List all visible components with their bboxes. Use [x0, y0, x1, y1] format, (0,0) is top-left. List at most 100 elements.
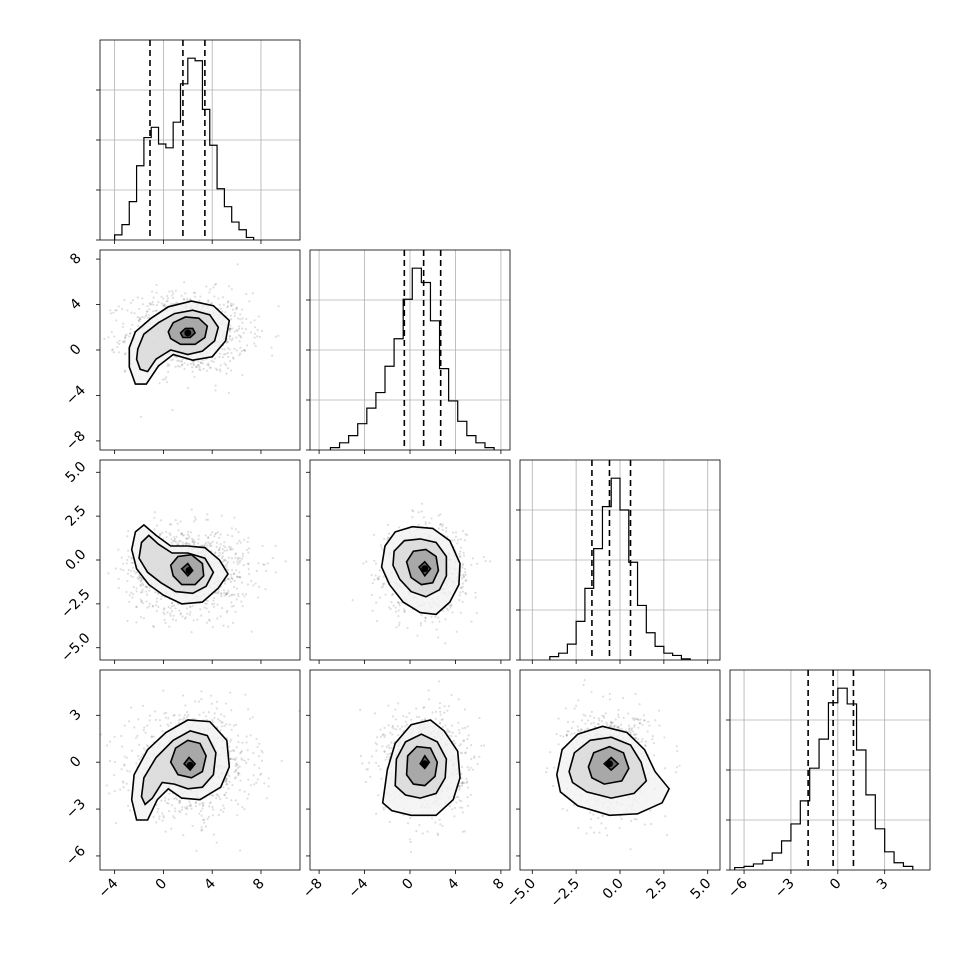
sample-point [188, 535, 191, 538]
panel-frame [99, 669, 301, 871]
sample-point [144, 749, 147, 752]
sample-point [395, 610, 398, 613]
sample-point [462, 562, 465, 566]
sample-point [142, 583, 145, 587]
sample-point [226, 340, 229, 343]
sample-point [154, 710, 157, 713]
sample-point [173, 714, 176, 717]
sample-point [237, 575, 240, 579]
sample-point [168, 532, 171, 535]
sample-point [109, 760, 112, 763]
sample-point [463, 751, 467, 755]
sample-point [105, 744, 109, 747]
sample-point [438, 721, 442, 724]
sample-point [230, 601, 233, 604]
sample-point [182, 834, 185, 837]
sample-point [181, 532, 184, 535]
panel-frame [519, 459, 721, 661]
sample-point [215, 541, 218, 544]
sample-point [168, 792, 171, 795]
sample-point [139, 579, 142, 582]
sample-point [229, 757, 232, 761]
sample-point [192, 541, 195, 544]
sample-point [445, 607, 449, 610]
sample-point [148, 314, 151, 317]
sample-point [403, 608, 406, 611]
y-tick-label: −6 [63, 843, 89, 869]
sample-point [219, 364, 222, 367]
sample-point [158, 382, 161, 385]
sample-point [123, 370, 126, 373]
sample-point [397, 526, 401, 529]
sample-point [207, 300, 210, 303]
sample-point [172, 604, 176, 607]
sample-point [216, 718, 220, 721]
sample-point [216, 603, 219, 606]
sample-point [170, 541, 173, 544]
sample-point [228, 337, 231, 340]
sample-point [184, 713, 187, 717]
sample-point [123, 764, 126, 767]
sample-point [274, 335, 277, 338]
panel-frame [309, 459, 511, 661]
sample-point [384, 758, 387, 761]
sample-point [144, 585, 147, 588]
sample-point [191, 366, 194, 369]
sample-point [379, 735, 382, 738]
sample-point [127, 530, 130, 533]
sample-point [233, 572, 236, 575]
sample-point [186, 805, 189, 808]
sample-point [194, 805, 198, 808]
sample-point [213, 716, 216, 720]
sample-point [253, 336, 256, 339]
sample-point [458, 594, 461, 597]
sample-point [214, 282, 218, 286]
sample-point [475, 611, 478, 615]
sample-point [458, 599, 461, 602]
sample-point [199, 369, 202, 372]
sample-point [240, 757, 243, 760]
sample-point [374, 562, 378, 565]
sample-point [214, 384, 217, 387]
sample-point [182, 534, 185, 537]
sample-point [130, 561, 133, 565]
sample-point [234, 799, 237, 802]
sample-point [172, 614, 175, 617]
sample-point [464, 591, 467, 595]
sample-point [439, 710, 442, 713]
sample-point [186, 612, 189, 615]
sample-point [235, 336, 238, 339]
sample-point [420, 502, 424, 505]
sample-point [187, 537, 190, 540]
sample-point [383, 582, 386, 585]
histogram-panel-0 [96, 39, 301, 244]
sample-point [181, 358, 184, 361]
sample-point [197, 700, 201, 703]
sample-point [391, 592, 394, 596]
sample-point [184, 616, 187, 619]
sample-point [202, 801, 205, 805]
sample-point [138, 576, 142, 579]
sample-point [117, 577, 120, 580]
sample-point [271, 354, 274, 357]
sample-point [233, 516, 236, 519]
sample-point [181, 534, 184, 537]
sample-point [439, 513, 442, 516]
sample-point [378, 569, 381, 572]
sample-point [219, 370, 222, 373]
sample-point [235, 757, 238, 760]
sample-point [245, 741, 248, 744]
sample-point [388, 606, 391, 609]
panel-frame [99, 459, 301, 661]
sample-point [162, 297, 165, 300]
sample-point [229, 330, 232, 333]
sample-point [242, 331, 245, 335]
density-contour [180, 562, 194, 577]
sample-point [189, 803, 192, 806]
sample-point [461, 529, 464, 533]
sample-point [249, 579, 253, 583]
sample-point [231, 308, 234, 311]
sample-point [122, 569, 125, 572]
sample-point [232, 749, 235, 752]
sample-point [444, 618, 447, 621]
